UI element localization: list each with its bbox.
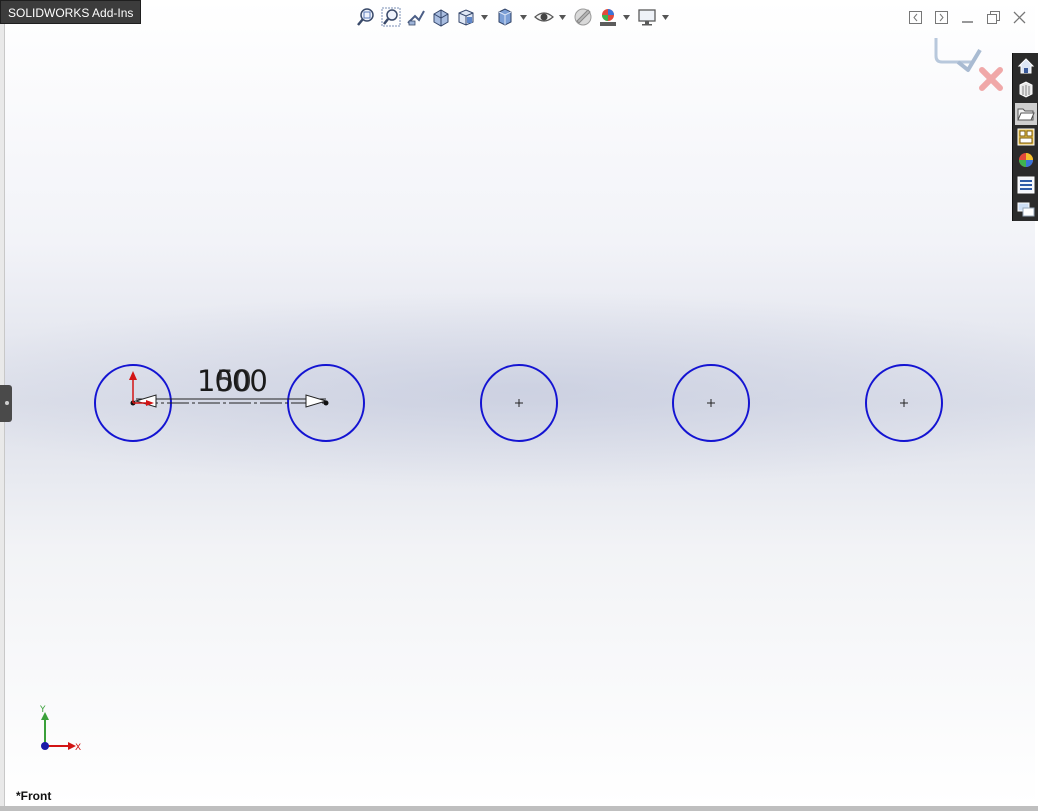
apply-scene-dropdown[interactable] — [622, 6, 630, 28]
view-settings-dropdown[interactable] — [661, 6, 669, 28]
circle-center-points — [515, 399, 908, 407]
center-point[interactable] — [900, 399, 908, 407]
file-explorer-icon[interactable] — [1015, 103, 1037, 125]
close-icon[interactable] — [1007, 7, 1031, 27]
view-orientation-dropdown[interactable] — [480, 6, 488, 28]
zoom-to-area-icon[interactable] — [380, 6, 402, 28]
design-library-icon[interactable] — [1015, 78, 1037, 100]
dimension-value[interactable]: 1000 50 — [197, 364, 268, 398]
view-orientation-icon[interactable] — [455, 6, 477, 28]
zoom-to-fit-icon[interactable] — [355, 6, 377, 28]
triad-y-label: Y — [39, 705, 46, 715]
heads-up-view-toolbar — [355, 4, 675, 30]
sketch-origin-icon — [129, 371, 154, 406]
triad-x-label: X — [75, 743, 81, 753]
center-point[interactable] — [707, 399, 715, 407]
exit-sketch-icon[interactable] — [934, 38, 982, 72]
cancel-sketch-icon[interactable] — [979, 67, 1003, 91]
status-bar-edge — [0, 806, 1038, 811]
appearances-scenes-icon[interactable] — [1015, 149, 1037, 171]
dimension-text: 1000 — [197, 364, 268, 398]
confirmation-corner — [934, 38, 1003, 91]
dimension-overlay-text: 50 — [216, 364, 252, 398]
solidworks-resources-icon[interactable] — [1015, 55, 1037, 77]
sketch-circle[interactable] — [480, 364, 558, 442]
solidworks-forum-icon[interactable] — [1015, 198, 1037, 220]
custom-properties-icon[interactable] — [1015, 174, 1037, 196]
display-style-icon[interactable] — [494, 6, 516, 28]
previous-view-icon[interactable] — [405, 6, 427, 28]
edit-appearance-icon[interactable] — [572, 6, 594, 28]
task-pane — [1012, 53, 1038, 221]
feature-manager-toggle[interactable] — [0, 385, 12, 422]
tile-right-icon[interactable] — [929, 7, 953, 27]
view-palette-icon[interactable] — [1015, 126, 1037, 148]
sketch-circle[interactable] — [672, 364, 750, 442]
solidworks-addins-tab[interactable]: SOLIDWORKS Add-Ins — [0, 0, 142, 24]
view-orientation-label: *Front — [16, 789, 52, 803]
window-controls — [903, 7, 1033, 27]
section-view-icon[interactable] — [430, 6, 452, 28]
hide-show-items-dropdown[interactable] — [558, 6, 566, 28]
hide-show-items-icon[interactable] — [533, 6, 555, 28]
tile-left-icon[interactable] — [903, 7, 927, 27]
view-settings-icon[interactable] — [636, 6, 658, 28]
minimize-icon[interactable] — [955, 7, 979, 27]
apply-scene-icon[interactable] — [597, 6, 619, 28]
sketch-circle[interactable] — [865, 364, 943, 442]
grip-dot-icon — [5, 401, 9, 405]
display-style-dropdown[interactable] — [519, 6, 527, 28]
center-point[interactable] — [515, 399, 523, 407]
restore-icon[interactable] — [981, 7, 1005, 27]
reference-triad: Y X — [39, 705, 81, 753]
